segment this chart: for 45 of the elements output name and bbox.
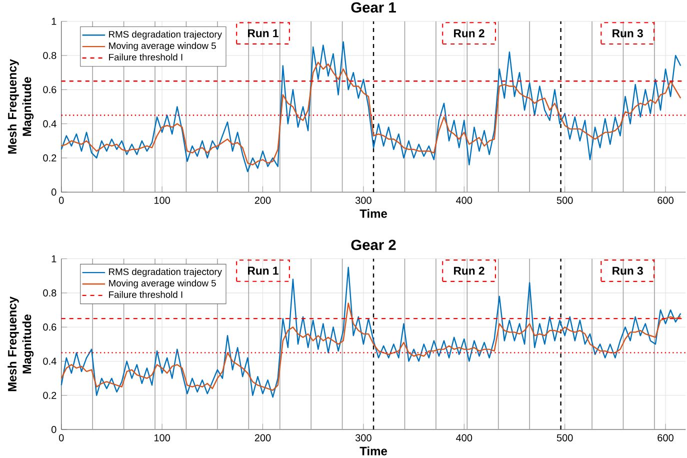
legend-label: Failure threshold I — [109, 54, 182, 61]
annotation: Run 1 — [248, 30, 278, 38]
y-tick-label: 0 — [51, 188, 56, 196]
y-tick-label: 0.4 — [43, 358, 56, 366]
y-tick-label: 0.2 — [43, 154, 56, 162]
x-tick-label: 300 — [355, 434, 372, 442]
x-tick-label: 0 — [58, 434, 64, 442]
y-tick-label: 1 — [52, 18, 56, 26]
legend-label: RMS degradation trajectory — [109, 268, 222, 278]
y-tick-label: 0.2 — [43, 392, 56, 400]
chart-title: Gear 1 — [351, 2, 396, 13]
annotation: Run 2 — [454, 266, 484, 275]
x-tick-label: 400 — [456, 434, 472, 442]
legend-label: RMS degradation trajectory — [109, 30, 222, 40]
x-tick-label: 500 — [556, 197, 573, 204]
x-tick-label: 0 — [58, 197, 64, 204]
x-tick-label: 200 — [254, 434, 271, 442]
legend-label: Moving average window 5 — [109, 42, 216, 52]
line-series — [60, 266, 682, 398]
y-axis-title: Mesh Frequency Magnitude — [8, 296, 34, 392]
x-tick-label: 400 — [456, 197, 472, 204]
x-axis-title: Time — [360, 209, 388, 218]
y-tick-label: 0.4 — [43, 120, 56, 128]
x-tick-label: 300 — [355, 197, 372, 204]
annotation: Run 3 — [612, 30, 643, 38]
y-axis-title: Mesh Frequency Magnitude — [8, 59, 34, 154]
y-tick-label: 0 — [51, 426, 56, 434]
y-tick-label: 0.6 — [43, 86, 56, 94]
y-tick-label: 0.8 — [43, 52, 56, 60]
legend-label: Moving average window 5 — [109, 280, 216, 289]
x-tick-label: 600 — [658, 434, 674, 442]
y-tick-label: 1 — [52, 256, 56, 262]
x-tick-label: 100 — [154, 197, 170, 204]
chart-title: Gear 2 — [351, 240, 396, 250]
x-tick-label: 600 — [658, 197, 674, 204]
x-tick-label: 200 — [254, 197, 271, 204]
y-tick-label: 0.8 — [43, 290, 56, 297]
y-tick-label: 0.6 — [43, 324, 56, 331]
annotation: Run 2 — [454, 30, 484, 38]
annotation: Run 3 — [612, 266, 643, 275]
legend-label: Failure threshold I — [109, 291, 182, 298]
x-tick-label: 500 — [556, 434, 573, 442]
x-tick-label: 100 — [154, 434, 170, 442]
x-axis-title: Time — [360, 446, 388, 456]
annotation: Run 1 — [248, 267, 278, 275]
